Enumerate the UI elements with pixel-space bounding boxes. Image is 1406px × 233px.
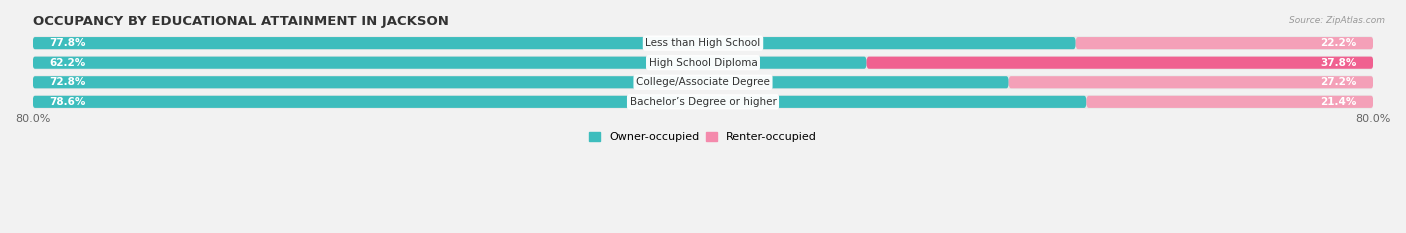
FancyBboxPatch shape — [866, 57, 1374, 69]
FancyBboxPatch shape — [1008, 76, 1374, 88]
Text: 78.6%: 78.6% — [49, 97, 86, 107]
Text: College/Associate Degree: College/Associate Degree — [636, 77, 770, 87]
Text: High School Diploma: High School Diploma — [648, 58, 758, 68]
Text: 62.2%: 62.2% — [49, 58, 86, 68]
Text: 22.2%: 22.2% — [1320, 38, 1357, 48]
Text: Bachelor’s Degree or higher: Bachelor’s Degree or higher — [630, 97, 776, 107]
Text: 27.2%: 27.2% — [1320, 77, 1357, 87]
Text: OCCUPANCY BY EDUCATIONAL ATTAINMENT IN JACKSON: OCCUPANCY BY EDUCATIONAL ATTAINMENT IN J… — [32, 15, 449, 28]
FancyBboxPatch shape — [32, 57, 866, 69]
Text: Less than High School: Less than High School — [645, 38, 761, 48]
FancyBboxPatch shape — [32, 76, 1008, 88]
FancyBboxPatch shape — [32, 37, 1076, 49]
Legend: Owner-occupied, Renter-occupied: Owner-occupied, Renter-occupied — [585, 127, 821, 147]
Text: 21.4%: 21.4% — [1320, 97, 1357, 107]
Text: 37.8%: 37.8% — [1320, 58, 1357, 68]
Text: Source: ZipAtlas.com: Source: ZipAtlas.com — [1289, 16, 1385, 25]
FancyBboxPatch shape — [32, 56, 1374, 69]
Text: 77.8%: 77.8% — [49, 38, 86, 48]
FancyBboxPatch shape — [1076, 37, 1374, 49]
FancyBboxPatch shape — [32, 75, 1374, 89]
Text: 72.8%: 72.8% — [49, 77, 86, 87]
FancyBboxPatch shape — [32, 95, 1374, 109]
FancyBboxPatch shape — [32, 96, 1087, 108]
FancyBboxPatch shape — [1087, 96, 1374, 108]
FancyBboxPatch shape — [32, 36, 1374, 50]
